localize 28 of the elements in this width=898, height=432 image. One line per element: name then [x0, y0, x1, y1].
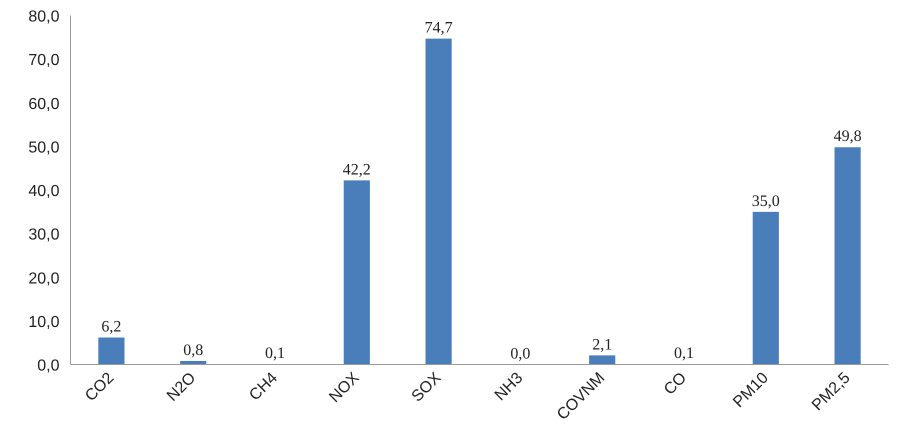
bar — [752, 212, 779, 364]
data-label: 35,0 — [752, 192, 780, 210]
data-label: 42,2 — [342, 161, 371, 178]
x-tick-label: CH4 — [246, 369, 282, 404]
data-label: 6,2 — [101, 318, 122, 336]
bar — [98, 337, 124, 364]
bar — [834, 147, 861, 364]
data-label: 0,1 — [265, 345, 285, 362]
data-label: 0,8 — [183, 342, 204, 360]
y-tick-label: 60,0 — [28, 96, 60, 113]
data-label: 74,7 — [424, 20, 453, 37]
y-tick-label: 70,0 — [28, 52, 60, 70]
y-tick-label: 50,0 — [28, 139, 60, 156]
y-tick-label: 40,0 — [28, 183, 60, 200]
data-label: 0,0 — [510, 346, 530, 362]
bar — [589, 355, 616, 364]
bar — [344, 180, 370, 364]
y-tick-label: 10,0 — [28, 314, 60, 331]
data-label: 2,1 — [592, 336, 612, 354]
x-tick-label: CO2 — [82, 369, 118, 405]
y-tick-label: 30,0 — [28, 226, 60, 244]
y-tick-label: 0,0 — [37, 358, 60, 374]
y-tick-label: 20,0 — [28, 270, 60, 288]
y-tick-label: 80,0 — [28, 8, 60, 26]
data-label: 0,1 — [674, 345, 694, 362]
data-label: 49,8 — [834, 128, 862, 146]
bar — [426, 38, 452, 364]
x-tick-label: CO — [661, 369, 690, 398]
